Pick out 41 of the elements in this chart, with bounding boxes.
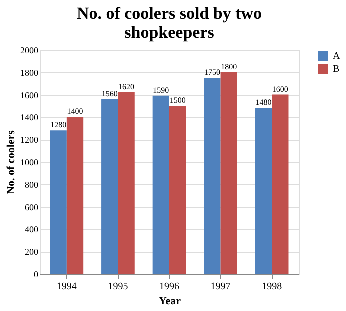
chart-title: No. of coolers sold by two shopkeepers: [76, 4, 262, 42]
data-label: 1480: [256, 98, 272, 108]
bar: [118, 92, 135, 274]
data-label: 1600: [272, 84, 288, 94]
x-tick-label: 1998: [262, 282, 282, 292]
y-tick-label: 2000: [20, 46, 39, 56]
legend-label: A: [333, 51, 341, 62]
data-label: 1750: [204, 68, 220, 77]
x-tick-label: 1996: [160, 282, 180, 292]
bar: [152, 96, 170, 274]
y-tick-label: 1000: [20, 158, 39, 168]
y-tick-label: 1400: [20, 112, 39, 123]
x-tick-label: 1994: [56, 282, 77, 292]
bar: [204, 78, 221, 274]
y-tick-label: 1600: [20, 90, 39, 100]
y-tick-label: 0: [34, 270, 39, 280]
x-tick-label: 1997: [210, 282, 231, 292]
legend-label: B: [333, 64, 340, 75]
data-label: 1560: [102, 89, 118, 98]
data-label: 1620: [118, 82, 135, 92]
bar: [66, 117, 84, 274]
data-label: 1800: [221, 62, 238, 72]
x-tick-label: 1995: [108, 282, 128, 292]
bar: [255, 108, 272, 274]
y-tick-label: 1800: [20, 68, 39, 78]
y-tick-label: 1200: [20, 135, 39, 146]
y-tick-label: 400: [25, 224, 39, 235]
y-tick-label: 600: [25, 202, 39, 212]
x-axis-title: Year: [159, 296, 182, 308]
data-label: 1590: [153, 86, 170, 95]
data-label: 1400: [67, 107, 84, 116]
bar: [50, 130, 67, 274]
bar: [102, 99, 118, 274]
bar: [220, 72, 238, 274]
bar: [272, 94, 289, 274]
data-label: 1500: [170, 96, 186, 105]
y-axis-title: No. of coolers: [6, 130, 18, 194]
bar: [170, 106, 186, 274]
y-tick-label: 800: [25, 180, 39, 190]
data-label: 1280: [50, 120, 67, 130]
y-tick-label: 200: [25, 247, 39, 258]
